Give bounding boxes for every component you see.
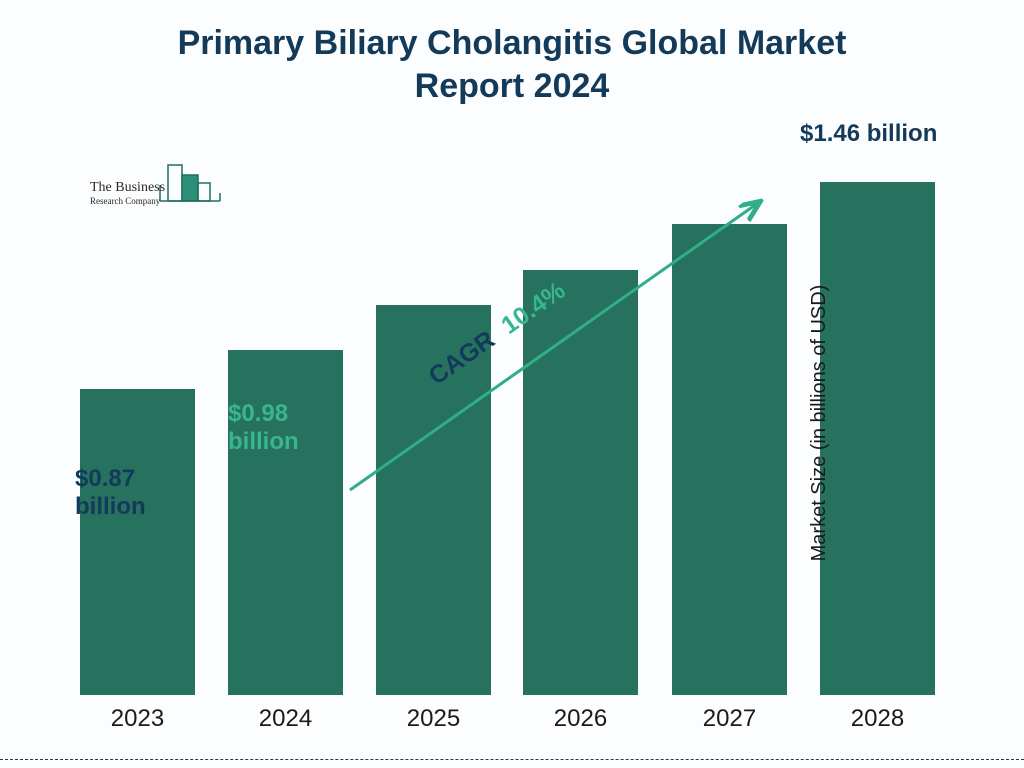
x-label-2026: 2026 [523,705,638,733]
bar-2028 [820,182,935,695]
x-label-2027: 2027 [672,705,787,733]
chart-title: Primary Biliary Cholangitis Global Marke… [0,0,1024,107]
value-label: $0.98billion [228,400,299,455]
title-line-2: Report 2024 [0,65,1024,108]
value-label: $1.46 billion [800,120,937,148]
footer-divider [0,759,1024,760]
bar-chart: CAGR 10.4% Market Size (in billions of U… [70,150,940,695]
value-label: $0.87billion [75,465,146,520]
x-label-2025: 2025 [376,705,491,733]
bar-2023 [80,389,195,695]
x-label-2023: 2023 [80,705,195,733]
bar-2026 [523,270,638,695]
x-label-2028: 2028 [820,705,935,733]
y-axis-label: Market Size (in billions of USD) [808,284,831,561]
x-label-2024: 2024 [228,705,343,733]
title-line-1: Primary Biliary Cholangitis Global Marke… [0,22,1024,65]
bar-2027 [672,224,787,695]
